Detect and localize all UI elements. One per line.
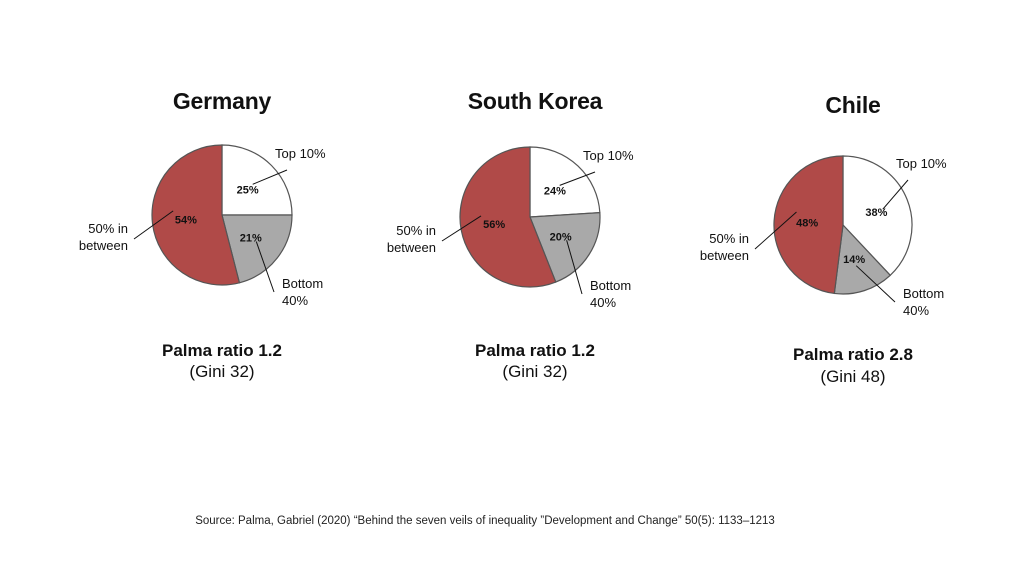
category-label-bottom40: Bottom 40% — [903, 286, 944, 318]
category-label-top10: Top 10% — [275, 146, 326, 161]
pie-slice-top10 — [529, 146, 601, 218]
pie-panel-chile: Chile 38% 14% 48% Top 10% Bottom 40% 50% in bet… — [700, 0, 1003, 420]
slice-value-label: 20% — [550, 232, 572, 244]
pie-chart-south-korea: 24% 20% 56% Top 10% Bottom 40% 50% in between — [387, 146, 634, 310]
pie-slice-top10 — [842, 155, 913, 277]
pie-slice-between50 — [151, 144, 241, 286]
leader-line — [252, 169, 288, 185]
leader-line — [754, 211, 797, 250]
chart-title: Chile — [825, 92, 881, 118]
leader-line — [133, 210, 174, 240]
palma-ratio: Palma ratio 1.2 — [161, 341, 282, 360]
pie-chart-chile: 38% 14% 48% Top 10% Bottom 40% 50% in between — [700, 155, 947, 318]
slice-value-label: 21% — [240, 232, 262, 244]
slice-value-label: 48% — [796, 218, 818, 230]
category-label-bottom40: Bottom 40% — [590, 278, 631, 310]
category-label-bottom40: Bottom 40% — [282, 276, 323, 308]
pie-chart-germany: 25% 21% 54% Top 10% Bottom 40% 50% in between — [79, 144, 326, 308]
leader-line — [855, 265, 896, 303]
category-label-between50: 50% in between — [700, 231, 749, 263]
leader-line — [882, 179, 909, 210]
slice-value-label: 38% — [865, 207, 887, 219]
chart-title: South Korea — [467, 88, 603, 114]
chart-title: Germany — [172, 88, 272, 114]
pie-panel-south-korea: South Korea 24% 20% 56% Top 10% Bottom 40% 50%… — [385, 0, 685, 420]
slice-value-label: 54% — [175, 215, 197, 227]
pie-slice-bottom40 — [529, 211, 601, 283]
gini-value: (Gini 32) — [502, 362, 568, 381]
category-label-between50: 50% in between — [79, 221, 128, 253]
leader-line — [441, 215, 482, 242]
pie-slice-bottom40 — [833, 223, 892, 295]
pie-panel-germany: Germany 25% 21% 54% Top 10% Bottom 40% 50% in b… — [72, 0, 372, 420]
category-label-top10: Top 10% — [583, 148, 634, 163]
category-label-top10: Top 10% — [896, 156, 947, 171]
pie-slice-top10 — [221, 144, 293, 216]
slice-value-label: 56% — [483, 219, 505, 231]
leader-line — [559, 171, 596, 186]
category-label-between50: 50% in between — [387, 223, 436, 255]
slice-value-label: 25% — [237, 184, 259, 196]
palma-ratio: Palma ratio 1.2 — [474, 341, 595, 360]
slice-value-label: 14% — [843, 254, 865, 266]
pie-slice-bottom40 — [221, 214, 293, 284]
palma-ratio: Palma ratio 2.8 — [792, 345, 913, 364]
gini-value: (Gini 32) — [189, 362, 255, 381]
leader-line — [566, 240, 583, 295]
pie-slice-between50 — [459, 146, 557, 288]
slice-value-label: 24% — [544, 186, 566, 198]
source-note: Source: Palma, Gabriel (2020) “Behind th… — [195, 515, 775, 527]
pie-slice-between50 — [773, 155, 844, 295]
leader-line — [255, 241, 275, 293]
gini-value: (Gini 48) — [820, 367, 886, 386]
